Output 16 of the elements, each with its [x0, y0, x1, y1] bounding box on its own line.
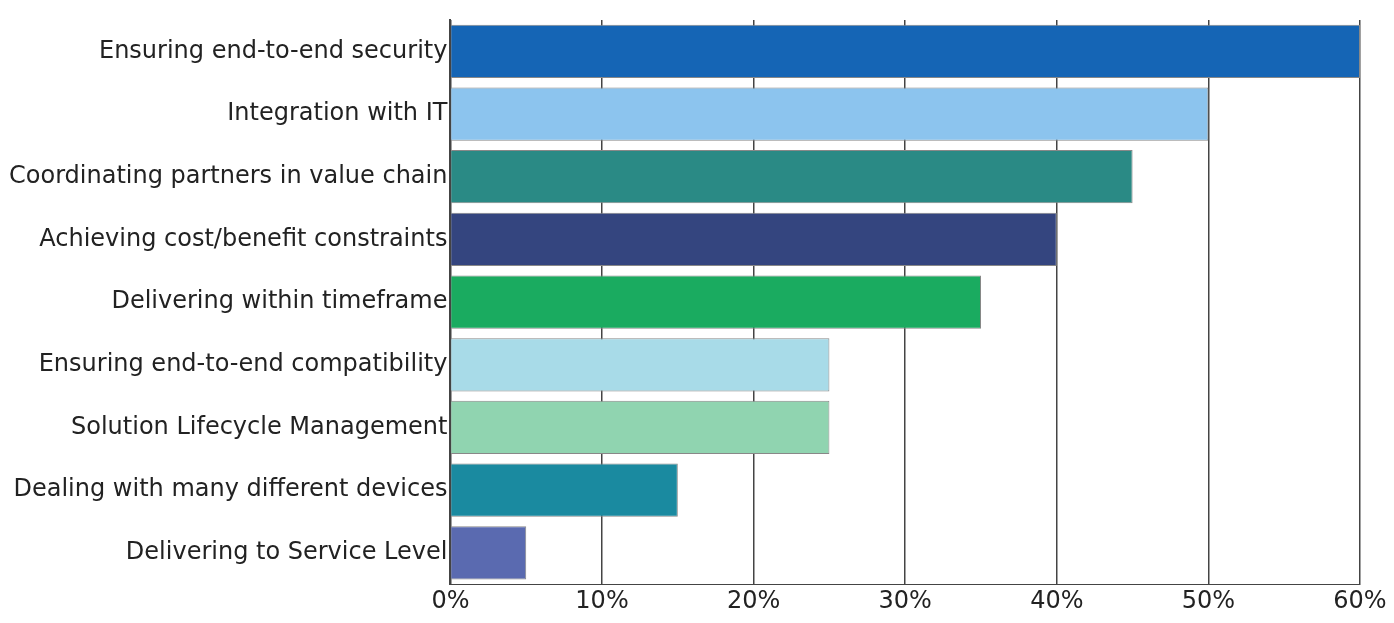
y-tick-label: Integration with IT	[227, 98, 448, 127]
x-tick-label: 60%	[1333, 585, 1387, 614]
y-tick-label: Solution Lifecycle Management	[71, 411, 448, 440]
y-tick-label: Delivering within timeframe	[111, 286, 448, 315]
y-tick-label: Ensuring end-to-end security	[98, 35, 448, 64]
x-tick-label: 20%	[726, 585, 781, 614]
y-tick-label: Ensuring end-to-end compatibility	[38, 349, 448, 378]
y-tick-label: Coordinating partners in value chain	[9, 160, 448, 189]
x-tick-label: 30%	[878, 585, 932, 614]
x-tick-label: 0%	[431, 585, 470, 614]
x-tick-label: 50%	[1181, 585, 1236, 614]
y-tick-label: Dealing with many different devices	[13, 474, 448, 503]
x-tick-label: 40%	[1030, 585, 1084, 614]
y-tick-label: Delivering to Service Level	[125, 537, 448, 566]
y-tick-label: Achieving cost/benefit constraints	[39, 223, 448, 252]
x-tick-label: 10%	[575, 585, 629, 614]
